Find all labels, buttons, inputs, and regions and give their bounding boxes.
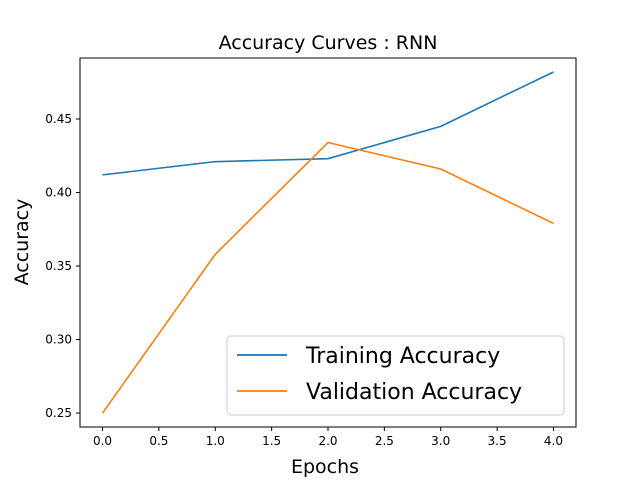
y-axis-ticks: 0.25 0.30 0.35 0.40 0.45 xyxy=(45,112,80,420)
y-tick-label: 0.25 xyxy=(45,406,72,420)
y-tick-label: 0.45 xyxy=(45,112,72,126)
legend-label: Training Accuracy xyxy=(305,344,500,369)
x-axis-label: Epochs xyxy=(291,456,359,478)
legend-label: Validation Accuracy xyxy=(306,380,522,405)
x-tick-label: 3.5 xyxy=(488,434,507,448)
series-line-validation-accuracy xyxy=(101,141,554,414)
y-tick-label: 0.40 xyxy=(45,186,72,200)
x-tick-label: 2.5 xyxy=(375,434,394,448)
x-tick-label: 3.0 xyxy=(431,434,450,448)
chart-title: Accuracy Curves : RNN xyxy=(219,32,438,54)
y-axis-label: Accuracy xyxy=(11,199,33,286)
x-axis-ticks: 0.0 0.5 1.0 1.5 2.0 2.5 3.0 3.5 4.0 xyxy=(93,427,563,448)
y-tick-label: 0.35 xyxy=(45,259,72,273)
x-tick-label: 2.0 xyxy=(318,434,337,448)
x-tick-label: 0.5 xyxy=(149,434,168,448)
series-line-training-accuracy xyxy=(102,71,554,176)
x-tick-label: 1.0 xyxy=(206,434,225,448)
x-tick-label: 4.0 xyxy=(544,434,563,448)
legend: Training Accuracy Validation Accuracy xyxy=(226,335,565,416)
series-lines xyxy=(101,71,554,414)
x-tick-label: 1.5 xyxy=(262,434,281,448)
y-tick-label: 0.30 xyxy=(45,333,72,347)
legend-box xyxy=(226,335,565,416)
x-tick-label: 0.0 xyxy=(93,434,112,448)
